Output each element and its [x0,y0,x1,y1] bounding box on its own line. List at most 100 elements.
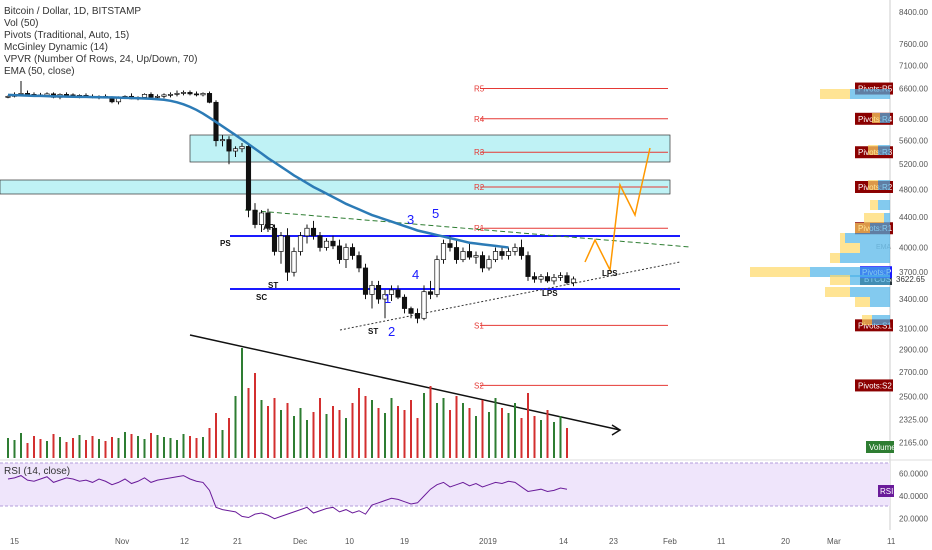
candle-body [473,255,479,258]
volume-bar [150,433,152,458]
candle-body [369,285,375,295]
vpvr-bar [825,287,850,297]
candle-body [466,251,473,258]
arrow-head [611,424,622,436]
candle-body [232,148,239,152]
volume-tag-text: Volume [869,443,896,452]
volume-bar [416,418,419,458]
volume-bar [293,416,295,458]
candle-body [440,243,447,260]
pivot-tag-text-s2: Pivots:S2 [858,381,892,390]
candle-body [460,251,466,260]
vpvr-bar [845,233,890,243]
volume-bar [403,410,406,458]
volume-bar [137,436,139,458]
candle-body [479,255,486,269]
volume-bar [364,396,367,458]
volume-bar [98,439,100,458]
candle-body [434,259,440,295]
x-tick-label: Nov [115,537,129,546]
wave-label: 1 [384,291,391,306]
volume-bar [397,406,399,458]
volume-bar [267,406,269,458]
candle-body [187,92,193,95]
candle-body [538,276,544,280]
candle-body [63,94,70,96]
volume-bar [208,428,211,458]
volume-tag [866,441,894,453]
volume-bar [39,439,42,458]
y-tick-label: 3700.00 [899,268,928,277]
pivot-label-r5: R5 [474,85,485,94]
pivot-label-r2: R2 [474,183,485,192]
volume-bar [85,440,87,458]
wyckoff-label: ST [268,281,278,290]
volume-bar [501,408,503,458]
candle-body [167,94,174,96]
volume-bar [299,408,302,458]
volume-bar [189,436,191,458]
vpvr-bar [884,213,890,223]
x-tick-label: 11 [717,537,726,546]
projection-path [584,147,651,273]
candle-body [512,247,518,252]
volume-bar [312,412,315,458]
pivot-tag-text-s1: Pivots:S1 [858,321,892,330]
legend-title: Bitcoin / Dollar, 1D, BITSTAMP [4,6,142,17]
volume-bar [442,398,445,458]
x-tick-label: 20 [781,537,790,546]
y-tick-label: 3400.00 [899,295,928,304]
vpvr-bar [840,243,860,253]
y-tick-label: 2500.00 [899,393,928,402]
y-tick-label: 2325.00 [899,416,928,425]
vpvr-bar [850,287,890,297]
volume-bar [540,420,542,458]
wave-label: 4 [412,267,419,282]
x-tick-label: 14 [559,537,568,546]
volume-bar [488,412,490,458]
vpvr-bar [868,180,878,190]
y-tick-label: 5600.00 [899,137,928,146]
volume-bar [130,434,133,458]
volume-bar [169,438,172,458]
candle-body [525,255,531,277]
volume-bar [65,442,68,458]
candle-body [362,267,369,295]
candle-body [304,227,310,237]
wyckoff-label: LPS [602,269,618,278]
candle-body [161,94,167,97]
support-trendline [339,261,681,331]
vpvr-bar [830,275,850,285]
rsi-line [7,475,568,520]
volume-bar [195,438,198,458]
candle-body [499,251,505,256]
volume-bar [72,438,74,458]
pivot-label-s1: S1 [474,321,484,330]
volume-bar [215,413,217,458]
vpvr-bar [840,253,890,263]
volume-bar [254,373,256,458]
vpvr-bar [820,89,850,99]
ema-line [7,93,509,249]
vpvr-bar [750,267,810,277]
volume-bar [202,437,204,458]
volume-bar [156,435,159,458]
candle-body [141,94,148,98]
y-tick-label: 6600.00 [899,85,928,94]
volume-bar [117,438,120,458]
candle-body [401,296,408,309]
volume-bar [241,348,243,458]
volume-bar [527,393,529,458]
candle-body [24,93,31,95]
volume-bar [553,422,555,458]
volume-bar [384,413,386,458]
volume-bar [46,441,48,458]
candle-body [427,291,434,295]
volume-bar [325,414,328,458]
pivot-label-r4: R4 [474,115,485,124]
candle-body [317,235,323,248]
vpvr-bar [810,267,890,277]
candle-body [245,146,252,211]
